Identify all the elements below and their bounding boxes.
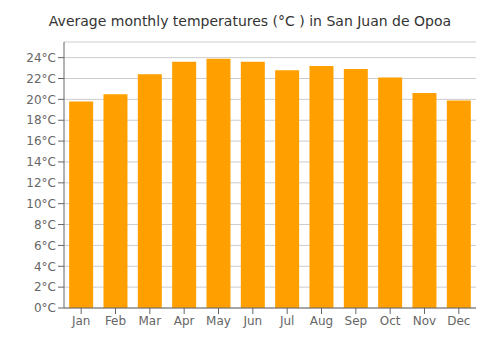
svg-text:Oct: Oct [380,314,401,328]
html-text:Average monthly temperatures (: Average monthly temperatures (°C ) in Sa… [48,13,452,29]
svg-text:Aug: Aug [310,314,333,328]
svg-text:Jul: Jul [279,314,294,328]
svg-text:Jan: Jan [71,314,91,328]
svg-text:Jun: Jun [242,314,262,328]
svg-text:14°C: 14°C [26,155,56,169]
svg-text:Sep: Sep [345,314,368,328]
svg-text:0°C: 0°C [34,301,56,315]
svg-text:22°C: 22°C [26,72,56,86]
svg-text:10°C: 10°C [26,197,56,211]
svg-text:24°C: 24°C [26,51,56,65]
svg-text:Mar: Mar [139,314,162,328]
svg-text:Nov: Nov [413,314,436,328]
svg-text:18°C: 18°C [26,113,56,127]
svg-text:Dec: Dec [447,314,470,328]
svg-text:20°C: 20°C [26,93,56,107]
svg-text:6°C: 6°C [34,239,56,253]
svg-text:4°C: 4°C [34,260,56,274]
svg-text:May: May [206,314,231,328]
svg-text:8°C: 8°C [34,218,56,232]
svg-text:Apr: Apr [174,314,195,328]
svg-text:16°C: 16°C [26,134,56,148]
svg-text:12°C: 12°C [26,176,56,190]
svg-text:2°C: 2°C [34,280,56,294]
svg-text:Feb: Feb [105,314,126,328]
